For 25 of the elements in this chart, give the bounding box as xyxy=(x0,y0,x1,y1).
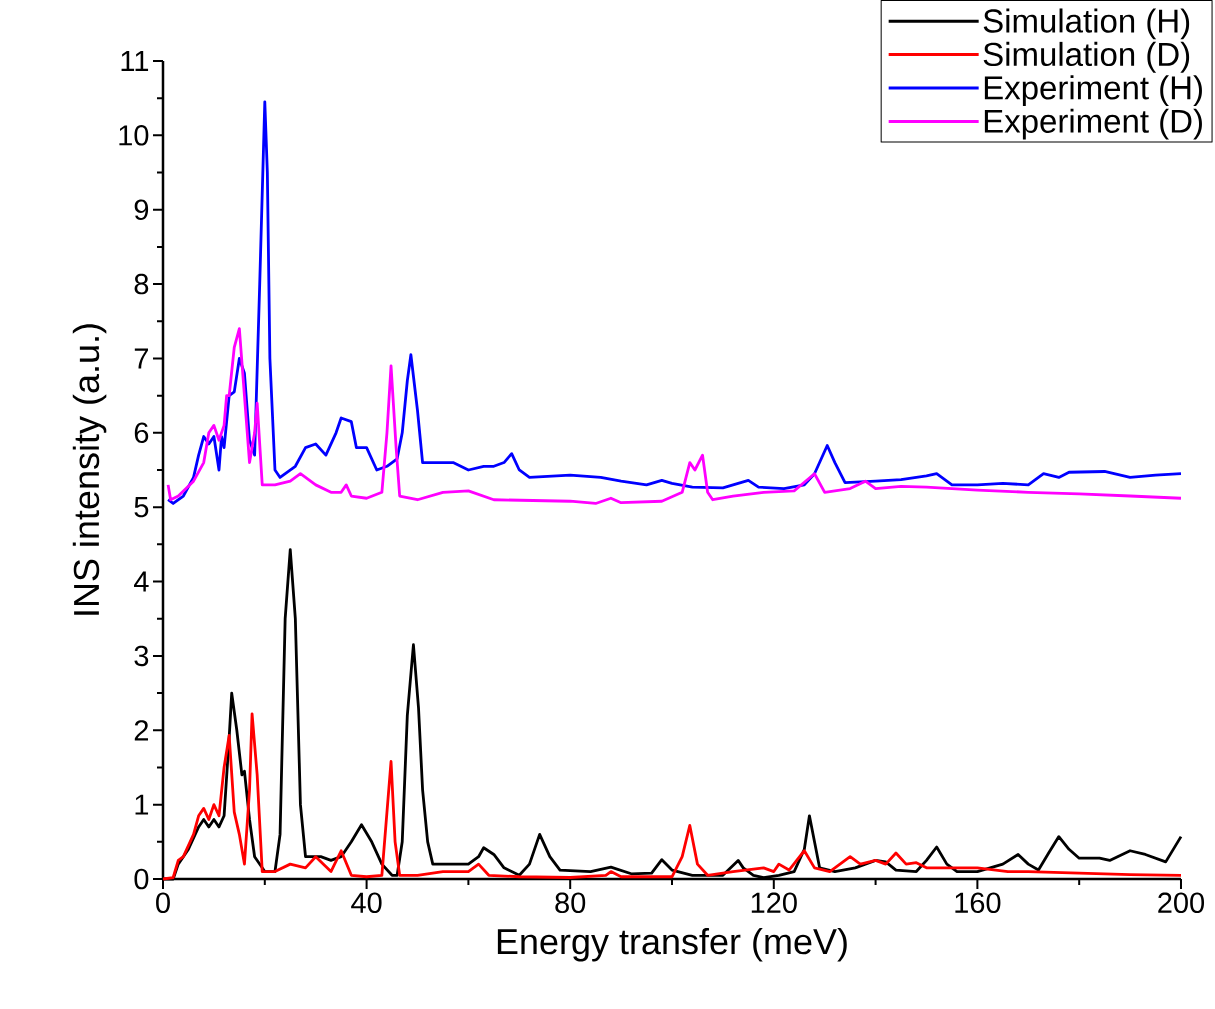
y-tick-label: 9 xyxy=(134,199,149,220)
y-tick-label: 0 xyxy=(134,868,149,890)
x-tick-label: 40 xyxy=(351,892,382,914)
y-tick-label: 5 xyxy=(134,497,149,518)
y-tick-label: 2 xyxy=(134,720,148,741)
x-tick-label: 0 xyxy=(156,892,170,914)
x-tick-label: 200 xyxy=(1158,892,1205,914)
line-series xyxy=(166,327,1183,505)
legend-label: Experiment (D) xyxy=(984,108,1202,140)
legend-label: Simulation (H) xyxy=(983,8,1190,40)
x-tick-label: 80 xyxy=(555,892,586,914)
x-tick-label: 120 xyxy=(751,892,797,914)
y-tick-label: 6 xyxy=(134,422,149,444)
y-tick-label: 8 xyxy=(134,273,149,295)
legend-label: Experiment (H) xyxy=(984,75,1202,107)
y-tick-label: 11 xyxy=(121,51,149,71)
y-tick-label: 4 xyxy=(134,571,149,592)
y-tick-label: 1 xyxy=(135,794,149,815)
y-tick-label: 10 xyxy=(119,125,149,146)
x-axis-title: Energy transfer (meV) xyxy=(497,927,847,962)
legend-label: Simulation (D) xyxy=(983,41,1190,73)
x-tick-label: 160 xyxy=(955,892,1001,914)
y-tick-label: 3 xyxy=(134,645,149,667)
y-axis-title: INS intensity (a.u.) xyxy=(72,324,107,615)
y-tick-label: 7 xyxy=(134,348,148,369)
